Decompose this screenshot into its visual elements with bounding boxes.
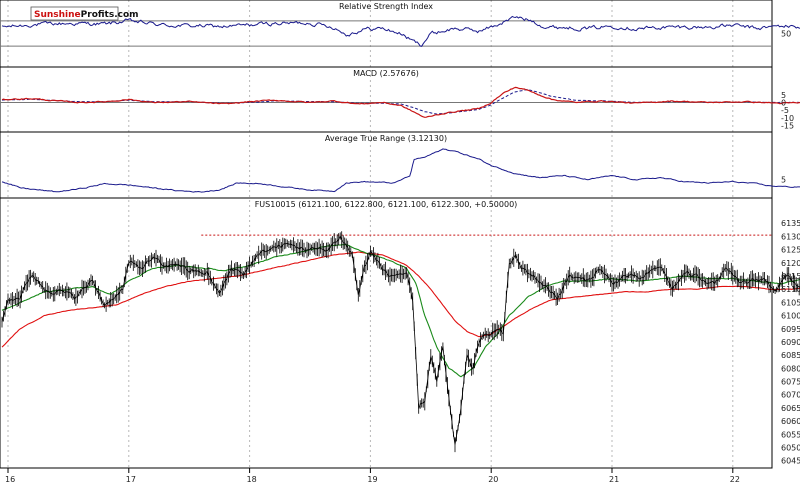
logo-part-profits: Profits.com xyxy=(81,10,139,20)
rsi-line xyxy=(1,15,800,47)
macd-line xyxy=(1,86,800,118)
series-layer xyxy=(1,15,800,453)
y-tick-label: 6060 xyxy=(781,417,800,426)
rsi-title: Relative Strength Index xyxy=(339,2,433,11)
logo-part-sunshine: Sunshine xyxy=(34,10,81,20)
y-axis-labels: 5050-5-10-155613561306125612061156110610… xyxy=(781,30,800,466)
y-tick-label: 50 xyxy=(781,30,791,39)
price-panel xyxy=(0,197,773,469)
y-tick-label: -10 xyxy=(781,114,794,123)
x-axis-labels: 161718192021222324 xyxy=(5,468,740,484)
y-tick-label: 6080 xyxy=(781,364,800,373)
y-tick-label: 5 xyxy=(781,91,786,100)
y-tick-label: 6110 xyxy=(781,285,800,294)
y-tick-label: 0 xyxy=(781,99,786,108)
atr-title: Average True Range (3.12130) xyxy=(325,134,447,143)
y-tick-label: 6130 xyxy=(781,232,800,241)
sunshine-profits-logo: SunshineProfits.com xyxy=(30,6,139,21)
y-tick-label: 6045 xyxy=(781,457,800,466)
ma-fast-line xyxy=(1,244,800,378)
y-tick-label: 6050 xyxy=(781,444,800,453)
y-tick-label: -5 xyxy=(781,106,789,115)
macd-title: MACD (2.57676) xyxy=(353,69,419,78)
price-line xyxy=(1,235,800,445)
x-tick-label: 22 xyxy=(730,475,740,484)
y-tick-label: 6085 xyxy=(781,351,800,360)
y-tick-label: 6075 xyxy=(781,378,800,387)
y-tick-label: 6135 xyxy=(781,219,800,228)
price-title: FUS10015 (6121.100, 6122.800, 6121.100, … xyxy=(255,200,518,209)
y-tick-label: -15 xyxy=(781,121,794,130)
y-tick-label: 6105 xyxy=(781,298,800,307)
x-tick-label: 16 xyxy=(5,475,15,484)
atr-line xyxy=(1,148,800,193)
y-tick-label: 6125 xyxy=(781,246,800,255)
y-tick-label: 6095 xyxy=(781,325,800,334)
vertical-grid xyxy=(7,0,734,468)
y-tick-label: 6065 xyxy=(781,404,800,413)
y-tick-label: 5 xyxy=(781,176,786,185)
svg-text:SunshineProfits.com: SunshineProfits.com xyxy=(34,10,139,20)
x-tick-label: 17 xyxy=(126,475,136,484)
x-tick-label: 19 xyxy=(367,475,377,484)
y-tick-label: 6115 xyxy=(781,272,800,281)
y-tick-label: 6070 xyxy=(781,391,800,400)
ma-slow-line xyxy=(1,251,800,348)
x-tick-label: 21 xyxy=(609,475,619,484)
x-tick-label: 18 xyxy=(247,475,257,484)
price-bars xyxy=(1,231,800,453)
y-tick-label: 6090 xyxy=(781,338,800,347)
macd-signal-line xyxy=(1,88,800,115)
x-tick-label: 20 xyxy=(488,475,498,484)
y-tick-label: 6120 xyxy=(781,259,800,268)
y-tick-label: 6055 xyxy=(781,430,800,439)
y-tick-label: 6100 xyxy=(781,312,800,321)
